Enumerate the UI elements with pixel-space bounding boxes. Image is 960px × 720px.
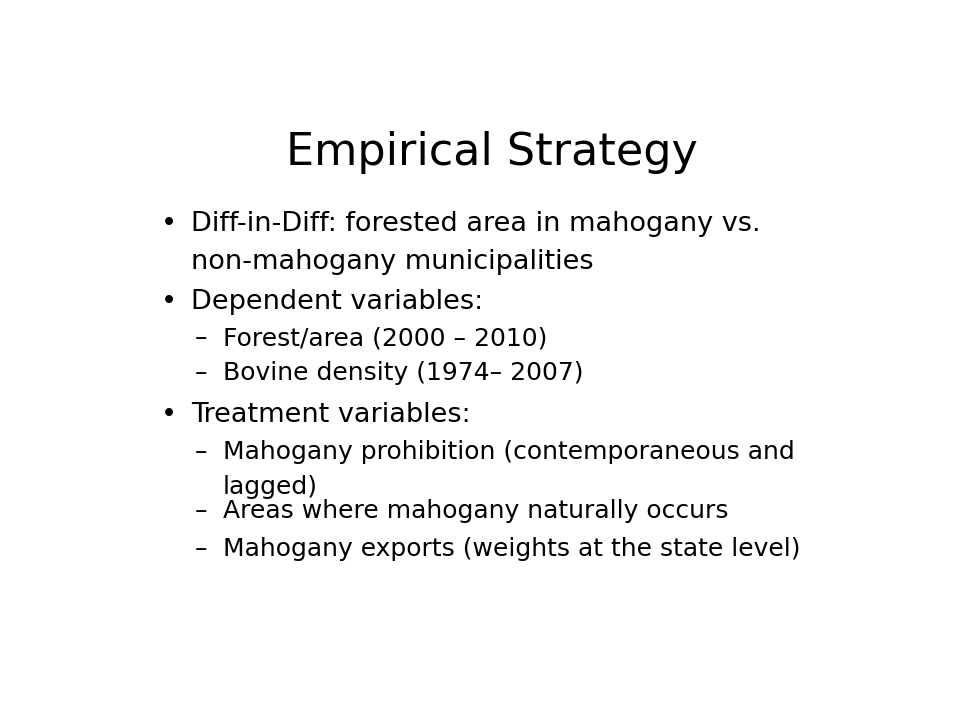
- Text: Forest/area (2000 – 2010): Forest/area (2000 – 2010): [223, 326, 547, 351]
- Text: –: –: [194, 361, 207, 384]
- Text: Diff-in-Diff: forested area in mahogany vs.: Diff-in-Diff: forested area in mahogany …: [191, 211, 760, 237]
- Text: Bovine density (1974– 2007): Bovine density (1974– 2007): [223, 361, 583, 384]
- Text: Dependent variables:: Dependent variables:: [191, 289, 483, 315]
- Text: Mahogany exports (weights at the state level): Mahogany exports (weights at the state l…: [223, 536, 801, 561]
- Text: Areas where mahogany naturally occurs: Areas where mahogany naturally occurs: [223, 500, 729, 523]
- Text: –: –: [194, 500, 207, 523]
- Text: •: •: [161, 402, 177, 428]
- Text: non-mahogany municipalities: non-mahogany municipalities: [191, 249, 593, 275]
- Text: Treatment variables:: Treatment variables:: [191, 402, 470, 428]
- Text: •: •: [161, 211, 177, 237]
- Text: –: –: [194, 440, 207, 464]
- Text: •: •: [161, 289, 177, 315]
- Text: –: –: [194, 536, 207, 561]
- Text: –: –: [194, 326, 207, 351]
- Text: Empirical Strategy: Empirical Strategy: [286, 131, 698, 174]
- Text: Mahogany prohibition (contemporaneous and: Mahogany prohibition (contemporaneous an…: [223, 440, 795, 464]
- Text: lagged): lagged): [223, 475, 318, 499]
